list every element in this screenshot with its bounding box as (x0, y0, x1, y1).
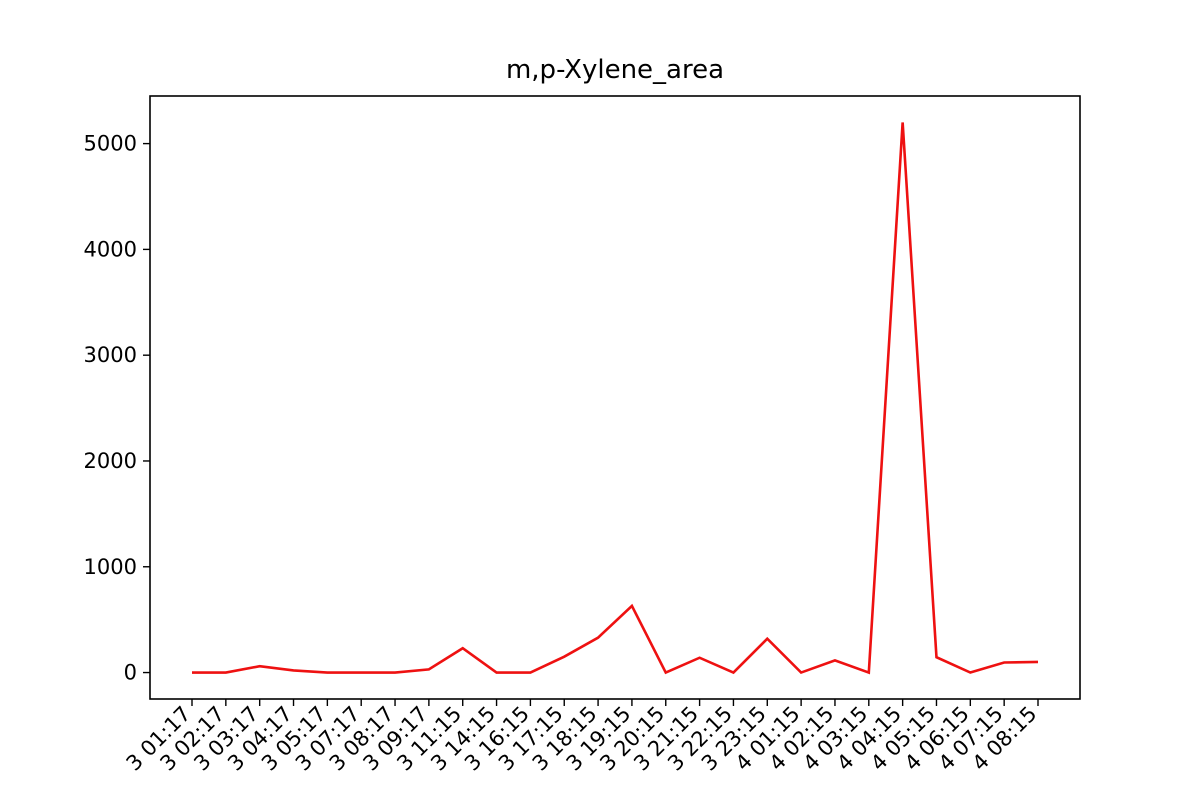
y-tick-label: 4000 (84, 237, 137, 261)
chart-title: m,p-Xylene_area (506, 55, 724, 85)
y-tick-label: 2000 (84, 449, 137, 473)
y-tick-label: 3000 (84, 343, 137, 367)
y-tick-label: 5000 (84, 132, 137, 156)
plot-area-frame (149, 95, 1081, 700)
y-tick-label: 1000 (84, 555, 137, 579)
series-line (192, 122, 1039, 675)
y-tick-label: 0 (124, 661, 137, 685)
